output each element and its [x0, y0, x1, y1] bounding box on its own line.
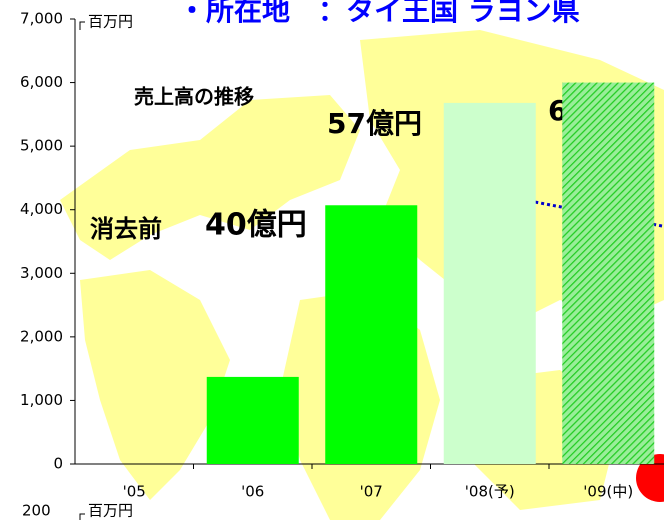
- y-tick-label: 4,000: [20, 200, 63, 218]
- x-tick-label: '08(予): [465, 483, 515, 501]
- y-tick-label: 5,000: [20, 137, 63, 155]
- x-tick-label: '06: [241, 483, 264, 501]
- bar: [206, 376, 299, 464]
- x-tick-label: '09(中): [583, 483, 633, 501]
- unit-bracket: [79, 21, 85, 30]
- next-chart-tick: 200: [22, 502, 51, 520]
- x-tick-label: '07: [360, 483, 383, 501]
- y-tick-label: 6,000: [20, 73, 63, 91]
- y-tick-label: 7,000: [20, 10, 63, 28]
- x-tick-label: '05: [123, 483, 146, 501]
- bar: [562, 82, 655, 465]
- unit-label: 百万円: [88, 502, 133, 520]
- bar: [325, 205, 418, 464]
- annotation: 40億円: [205, 208, 307, 243]
- y-tick-label: 2,000: [20, 327, 63, 345]
- annotation: 消去前: [90, 215, 162, 243]
- annotation: 57億円: [327, 107, 422, 140]
- unit-label: 百万円: [88, 13, 133, 31]
- bar: [443, 102, 536, 465]
- unit-bracket: [79, 513, 85, 520]
- y-tick-label: 3,000: [20, 264, 63, 282]
- location-marker: [636, 454, 664, 502]
- annotation: 売上高の推移: [134, 85, 254, 109]
- title: ・所在地 ：タイ王国 ラヨン県: [178, 0, 580, 27]
- y-tick-label: 1,000: [20, 391, 63, 409]
- y-tick-label: 0: [53, 455, 63, 473]
